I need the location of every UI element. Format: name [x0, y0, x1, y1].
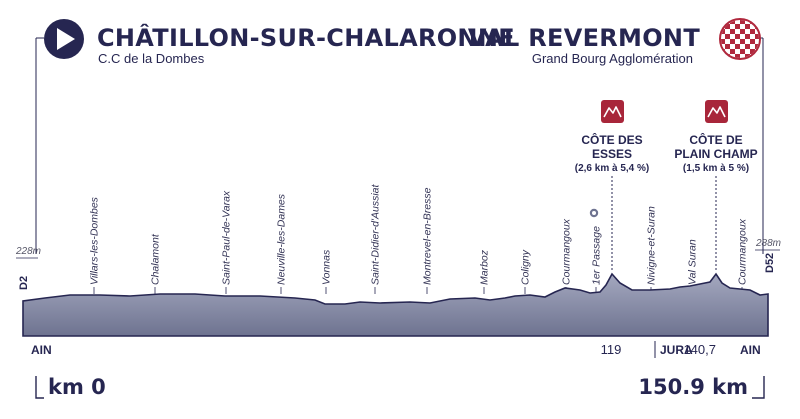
- department-middle: JURA: [660, 343, 693, 357]
- place-label: 1er Passage: [591, 226, 603, 285]
- place-label: Marboz: [479, 249, 491, 285]
- climb-cote-de-plain-champ: CÔTE DE PLAIN CHAMP (1,5 km à 5 %): [674, 100, 758, 272]
- start-road: D2: [18, 276, 30, 290]
- place-label: Coligny: [520, 249, 532, 285]
- km-marker-climb-1: 119: [601, 342, 622, 357]
- checker-square: [725, 34, 730, 39]
- climb-1-detail: (2,6 km à 5,4 %): [575, 163, 649, 174]
- climb-2-name-line2: PLAIN CHAMP: [674, 147, 757, 161]
- checker-square: [745, 24, 750, 29]
- checker-square: [730, 20, 735, 24]
- sprint-icon: [589, 208, 599, 218]
- place-label: Chalamont: [150, 233, 162, 285]
- start-marker: [35, 19, 84, 254]
- elevation-profile: [22, 272, 769, 337]
- play-arrow-icon: [44, 19, 84, 59]
- checker-square: [730, 29, 735, 34]
- distance-footer: km 0 150.9 km: [35, 375, 765, 399]
- distance-end: 150.9 km: [638, 375, 748, 399]
- climb-1-name-line1: CÔTE DES: [581, 132, 642, 147]
- checker-square: [755, 54, 759, 58]
- place-label: Val Suran: [687, 239, 699, 285]
- place-label: Vonnas: [321, 249, 333, 285]
- climb-1-name-line2: ESSES: [592, 147, 632, 161]
- checker-square: [730, 49, 735, 54]
- km-marker-climb-2: 140,7: [683, 342, 716, 357]
- place-label: Courmangoux: [737, 218, 749, 285]
- finish-town-title: VAL REVERMONT: [468, 24, 700, 52]
- checker-square: [735, 54, 740, 58]
- place-label: Villars-les-Dombes: [89, 196, 101, 285]
- places-layer: Villars-les-Dombes Chalamont Saint-Paul-de…: [89, 183, 749, 294]
- checker-square: [721, 39, 725, 44]
- place-label: Saint-Didier-d'Aussiat: [370, 183, 382, 285]
- checker-square: [730, 39, 735, 44]
- mountain-icon: [601, 100, 624, 123]
- checker-square: [735, 44, 740, 49]
- checker-square: [740, 39, 745, 44]
- place-label: Neuville-les-Dames: [276, 193, 288, 285]
- checker-square: [740, 49, 745, 54]
- climb-cote-des-esses: CÔTE DES ESSES (2,6 km à 5,4 %): [575, 100, 649, 272]
- place-label: Montrevel-en-Bresse: [422, 187, 434, 285]
- department-start: AIN: [31, 343, 52, 357]
- finish-marker: [719, 18, 764, 254]
- distance-start: km 0: [48, 375, 106, 399]
- checker-square: [750, 39, 755, 44]
- checker-square: [755, 44, 759, 49]
- department-end: AIN: [740, 343, 761, 357]
- checker-square: [725, 44, 730, 49]
- climb-2-detail: (1,5 km à 5 %): [683, 163, 749, 174]
- place-label: Nivigne-et-Suran: [646, 206, 658, 285]
- checker-square: [740, 29, 745, 34]
- checker-square: [755, 34, 759, 39]
- checker-square: [735, 24, 740, 29]
- place-label: Saint-Paul-de-Varax: [221, 190, 233, 285]
- checker-square: [721, 20, 725, 24]
- start-town-title: CHÂTILLON-SUR-CHALARONNE: [97, 23, 515, 52]
- checker-square: [735, 34, 740, 39]
- checker-square: [740, 20, 745, 24]
- checker-square: [725, 24, 730, 29]
- department-strip: AIN JURA AIN 119 140,7: [31, 341, 761, 358]
- checker-square: [721, 29, 725, 34]
- start-altitude: 228m: [15, 246, 41, 257]
- climb-2-name-line1: CÔTE DE: [689, 132, 742, 147]
- checker-square: [750, 29, 755, 34]
- checker-square: [745, 54, 750, 58]
- checker-square: [745, 44, 750, 49]
- checker-square: [745, 34, 750, 39]
- mountain-icon: [705, 100, 728, 123]
- checker-square: [750, 49, 755, 54]
- checkered-flag-icon: [719, 18, 761, 60]
- place-label: Courmangoux: [561, 218, 573, 285]
- finish-road: D52: [764, 253, 776, 273]
- finish-altitude: 288m: [755, 238, 781, 249]
- start-subtitle: C.C de la Dombes: [98, 51, 205, 66]
- finish-subtitle: Grand Bourg Agglomération: [532, 51, 693, 66]
